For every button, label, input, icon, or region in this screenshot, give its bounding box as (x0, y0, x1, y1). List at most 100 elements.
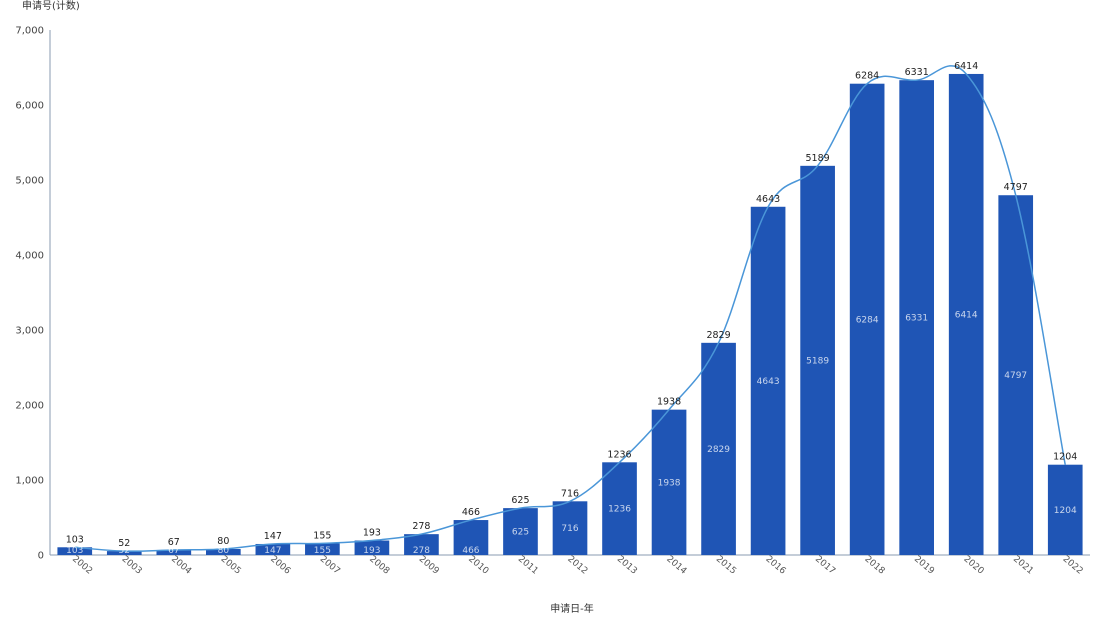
bar-value-label: 155 (313, 530, 331, 541)
x-tick-label: 2010 (466, 554, 490, 577)
bar-inner-label: 52 (119, 546, 130, 556)
x-tick-label: 2011 (516, 554, 540, 576)
x-tick-label: 2022 (1061, 554, 1085, 576)
y-tick-label: 3,000 (15, 326, 44, 337)
x-tick-label: 2003 (120, 554, 144, 576)
trend-line-layer (74, 65, 1066, 552)
bar-inner-label: 67 (168, 546, 179, 556)
x-tick-label: 2016 (763, 554, 787, 577)
bar-value-label: 4797 (1004, 182, 1028, 193)
bar-inner-label: 155 (314, 546, 331, 556)
x-tick-label: 2018 (862, 554, 886, 577)
bar (552, 501, 588, 555)
bar (602, 462, 637, 555)
x-tick-label: 2019 (912, 554, 936, 577)
bar-inner-label: 4643 (757, 377, 780, 387)
bar-inner-label: 193 (363, 546, 380, 556)
bar-value-label: 278 (412, 521, 430, 532)
bar-value-label: 6331 (905, 67, 929, 78)
y-tick-label: 1,000 (15, 476, 44, 487)
bar-value-label: 6284 (855, 71, 879, 82)
bar-value-label: 716 (561, 488, 579, 499)
y-tick-label: 0 (38, 551, 44, 562)
x-tick-label: 2017 (813, 554, 837, 576)
bar (899, 80, 934, 556)
trend-line (74, 65, 1066, 552)
y-tick-label: 5,000 (15, 176, 44, 187)
y-tick-label: 4,000 (15, 251, 44, 262)
x-tick-label: 2021 (1011, 554, 1035, 576)
bar (750, 206, 786, 555)
bar-inner-label: 1236 (608, 505, 631, 515)
bar (503, 508, 538, 555)
bar-value-label: 80 (217, 536, 229, 547)
bar-inner-label: 716 (561, 524, 578, 534)
bar (651, 409, 687, 555)
bar (948, 73, 984, 555)
bar-inner-label: 6414 (955, 310, 978, 320)
x-tick-label: 2012 (565, 554, 589, 576)
bar-series (57, 73, 1083, 556)
bar-inner-label: 625 (512, 528, 529, 538)
bar-inner-label: 80 (218, 546, 230, 556)
bar (998, 195, 1034, 555)
bar-inner-label: 6284 (856, 315, 879, 325)
bar (354, 540, 390, 555)
x-tick-label: 2013 (615, 554, 639, 576)
y-axis: 0 1,000 2,000 3,000 4,000 5,000 6,000 7,000 (15, 26, 51, 562)
x-tick-label: 2008 (367, 554, 391, 577)
bar-inner-label: 2829 (707, 445, 730, 455)
bar (849, 83, 885, 555)
bar (800, 165, 835, 555)
bar-inner-label: 466 (462, 546, 479, 556)
bar (404, 534, 439, 555)
bar-value-label: 466 (462, 507, 480, 518)
bar-value-label: 1938 (657, 397, 681, 408)
bar-inner-label: 1204 (1054, 506, 1077, 516)
bar (305, 543, 340, 555)
bar-value-label: 67 (168, 537, 180, 548)
bar-inner-label: 5189 (806, 356, 829, 366)
bar-value-label: 5189 (806, 153, 830, 164)
bar-value-label: 1204 (1053, 452, 1077, 463)
bar-inner-label: 1938 (658, 478, 681, 488)
bar-value-label: 2829 (706, 330, 730, 341)
x-tick-label: 2014 (664, 554, 688, 577)
bar (255, 543, 291, 555)
x-tick-label: 2009 (417, 554, 441, 577)
y-axis-title: 申请号(计数) (22, 0, 80, 12)
bar-value-label: 6414 (954, 61, 978, 72)
bar (453, 520, 489, 555)
x-tick-label: 2002 (70, 554, 94, 576)
bar (156, 549, 192, 555)
bar (701, 342, 736, 555)
bar-value-label: 193 (363, 528, 381, 539)
bar (206, 549, 241, 555)
bar (106, 551, 142, 555)
bar-value-label: 1236 (607, 449, 631, 460)
x-tick-label: 2020 (961, 554, 985, 577)
x-axis: 2002 2003 2004 2005 2006 2007 2008 2009 2010 2011… (50, 554, 1090, 577)
bar-value-label: 103 (66, 534, 84, 545)
bar-inner-label: 278 (413, 546, 430, 556)
bar (1047, 464, 1083, 555)
y-tick-label: 6,000 (15, 101, 44, 112)
x-tick-label: 2015 (714, 554, 738, 576)
bar-inner-label: 4797 (1004, 371, 1027, 381)
bar (57, 547, 93, 555)
bar-inner-label: 103 (66, 546, 83, 556)
y-tick-label: 2,000 (15, 401, 44, 412)
x-tick-label: 2007 (318, 554, 342, 576)
bar-value-label: 147 (264, 531, 282, 542)
x-tick-label: 2006 (268, 554, 292, 577)
x-tick-label: 2005 (219, 554, 243, 576)
bar-value-label: 52 (118, 538, 130, 549)
bar-inner-label: 6331 (905, 314, 928, 324)
x-tick-label: 2004 (169, 554, 193, 577)
bar-value-label: 4643 (756, 194, 780, 205)
bar-inner-label: 147 (264, 546, 281, 556)
y-tick-label: 7,000 (15, 26, 44, 37)
